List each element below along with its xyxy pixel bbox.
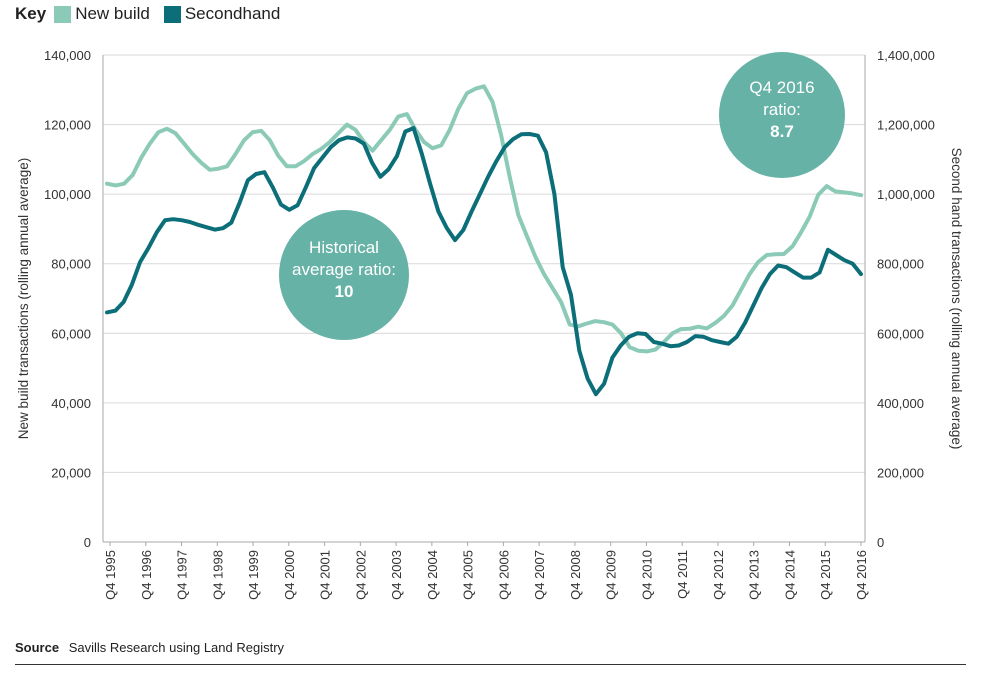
legend-swatch-secondhand: [163, 5, 181, 23]
x-tick-label: Q4 2005: [461, 550, 476, 600]
x-tick-label: Q4 2008: [568, 550, 583, 600]
source-label: Source: [15, 640, 60, 655]
y-left-tick-label: 20,000: [51, 465, 91, 480]
x-tick-label: Q4 2003: [389, 550, 404, 600]
y-right-tick-label: 800,000: [877, 257, 924, 272]
x-tick-label: Q4 1997: [175, 550, 190, 600]
y-right-tick-label: 200,000: [877, 465, 924, 480]
legend-label-new-build: New build: [75, 4, 150, 23]
annotation-text: ratio:: [763, 100, 801, 119]
x-tick-label: Q4 2000: [282, 550, 297, 600]
annotation-value: 10: [335, 282, 354, 301]
legend: Key New build Secondhand: [15, 4, 294, 24]
legend-item-new-build: New build: [54, 4, 150, 24]
axes: 0 0 20,000 200,000 40,000 400,000 60,000 600,00…: [16, 48, 964, 600]
legend-title: Key: [15, 4, 47, 23]
source-text: Savills Research using Land Registry: [68, 640, 285, 655]
series-line-secondhand: [105, 126, 863, 397]
x-tick-label: Q4 1998: [210, 550, 225, 600]
footer-rule: [15, 664, 966, 665]
annotation-circles: Q4 2016 ratio: 8.7 Historical average ratio:…: [279, 52, 845, 340]
series-lines: [105, 84, 863, 397]
y-left-tick-label: 40,000: [51, 396, 91, 411]
x-tick-label: Q4 2015: [818, 550, 833, 600]
annotation-value: 8.7: [770, 122, 794, 141]
x-tick-label: Q4 2009: [604, 550, 619, 600]
y-left-tick-label: 100,000: [44, 187, 91, 202]
x-tick-label: Q4 2004: [425, 550, 440, 600]
x-tick-label: Q4 2007: [532, 550, 547, 600]
series-line-new-build: [105, 84, 863, 354]
annotation-text: average ratio:: [292, 260, 396, 279]
x-tick-label: Q4 2002: [353, 550, 368, 600]
annotation-q4-2016: Q4 2016 ratio: 8.7: [719, 52, 845, 178]
x-tick-label: Q4 2013: [747, 550, 762, 600]
y-left-tick-label: 60,000: [51, 326, 91, 341]
y-left-tick-label: 0: [84, 535, 91, 550]
annotation-historical: Historical average ratio: 10: [279, 210, 409, 340]
legend-label-secondhand: Secondhand: [184, 4, 281, 23]
x-tick-label: Q4 1999: [246, 550, 261, 600]
y-right-tick-label: 600,000: [877, 326, 924, 341]
y-right-tick-label: 1,400,000: [877, 48, 935, 63]
x-tick-label: Q4 2001: [318, 550, 333, 600]
x-tick-label: Q4 2012: [711, 550, 726, 600]
x-tick-label: Q4 2016: [854, 550, 869, 600]
y-right-tick-label: 1,200,000: [877, 118, 935, 133]
x-tick-label: Q4 1995: [103, 550, 118, 600]
y-right-tick-label: 400,000: [877, 396, 924, 411]
legend-item-secondhand: Secondhand: [163, 4, 281, 24]
annotation-text: Q4 2016: [749, 78, 814, 97]
legend-swatch-new-build: [54, 5, 72, 23]
x-tick-label: Q4 2011: [675, 550, 690, 599]
y-left-tick-label: 80,000: [51, 257, 91, 272]
y-left-tick-label: 140,000: [44, 48, 91, 63]
y-right-tick-label: 1,000,000: [877, 187, 935, 202]
annotation-circle: [719, 52, 845, 178]
y-right-tick-label: 0: [877, 535, 884, 550]
source-note: Source Savills Research using Land Regis…: [15, 640, 284, 655]
x-tick-label: Q4 2010: [639, 550, 654, 600]
y-left-tick-label: 120,000: [44, 118, 91, 133]
x-tick-label: Q4 2006: [496, 550, 511, 600]
x-tick-label: Q4 1996: [139, 550, 154, 600]
annotation-text: Historical: [309, 238, 379, 257]
annotation-circle: [279, 210, 409, 340]
x-tick-label: Q4 2014: [782, 550, 797, 600]
y-right-axis-title: Second hand transactions (rolling annual…: [949, 148, 964, 450]
y-left-axis-title: New build transactions (rolling annual a…: [16, 158, 31, 439]
